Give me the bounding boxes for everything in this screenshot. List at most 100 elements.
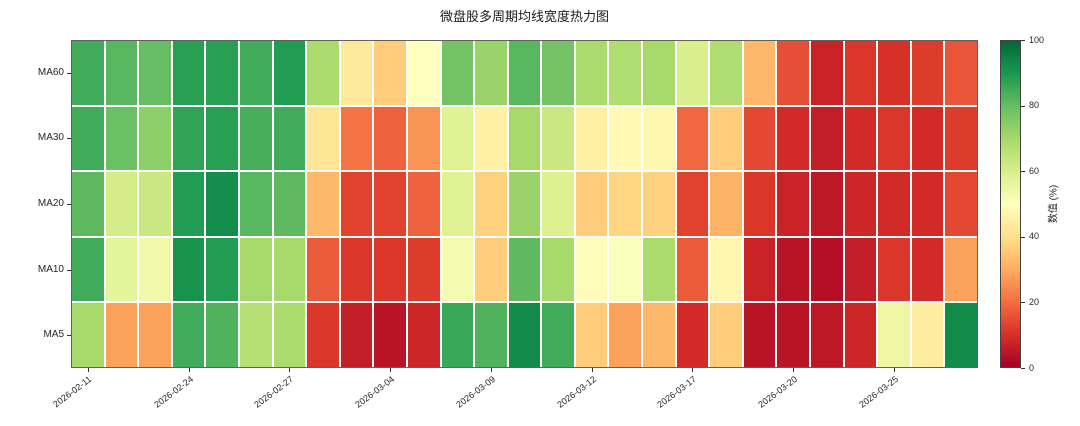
heatmap-cell [643,303,675,367]
x-tick-mark [88,368,89,372]
heatmap-cell [206,41,238,105]
heatmap-cell [878,237,910,302]
heatmap-cell [844,172,877,236]
heatmap-cell [172,106,205,171]
heatmap-cell [105,237,138,302]
heatmap-cell [307,41,339,105]
colorbar-tick-label: 0 [1029,362,1035,373]
heatmap-cell [643,106,675,171]
heatmap-cell [609,172,642,236]
heatmap-cell [441,172,474,236]
heatmap-cell [340,237,373,302]
heatmap-cell [743,172,776,236]
heatmap-cell [72,237,104,302]
heatmap-cell [643,172,675,236]
heatmap-cell [475,106,507,171]
y-tick-mark [67,73,71,74]
x-tick-label: 2026-03-25 [857,374,901,410]
heatmap-cell [676,237,709,302]
heatmap-cell [844,41,877,105]
y-tick-label: MA20 [37,198,64,209]
heatmap-cell [239,303,272,367]
heatmap-cell [777,237,810,302]
heatmap-cell [139,106,171,171]
x-tick-mark [491,368,492,372]
heatmap-cell [609,41,642,105]
heatmap-cell [374,303,406,367]
heatmap-cell [743,303,776,367]
heatmap-cell [911,172,944,236]
heatmap-cell [239,41,272,105]
heatmap-cell [508,41,541,105]
heatmap-cell [172,41,205,105]
heatmap-cell [777,41,810,105]
heatmap-cell [542,172,574,236]
heatmap-cell [307,172,339,236]
heatmap-cell [475,237,507,302]
heatmap-cell [206,303,238,367]
heatmap-cell [911,303,944,367]
heatmap-cell [777,303,810,367]
heatmap-cell [710,303,742,367]
colorbar-tick-label: 40 [1029,231,1040,242]
heatmap-cell [945,106,977,171]
heatmap-cell [340,41,373,105]
heatmap-cell [72,106,104,171]
heatmap-cell [743,237,776,302]
y-tick-label: MA10 [37,263,64,275]
x-tick-label: 2026-02-24 [151,374,195,410]
heatmap-cell [575,41,608,105]
x-tick-label: 2026-03-04 [353,374,397,410]
heatmap-cell [307,106,339,171]
heatmap-cell [676,106,709,171]
heatmap-cell [676,303,709,367]
heatmap-cell [374,106,406,171]
heatmap-cell [407,303,440,367]
heatmap-cell [139,237,171,302]
y-tick-mark [67,335,71,336]
heatmap-cell [508,303,541,367]
heatmap-cell [575,237,608,302]
heatmap-cell [676,41,709,105]
heatmap-cell [811,41,843,105]
y-tick-mark [67,138,71,139]
heatmap-cell [374,41,406,105]
heatmap-cell [407,172,440,236]
heatmap-cell [575,172,608,236]
heatmap-cell [475,41,507,105]
heatmap-cell [340,172,373,236]
x-tick-mark [894,368,895,372]
heatmap-cell [575,106,608,171]
x-tick-label: 2026-03-09 [454,374,497,410]
heatmap-cell [340,106,373,171]
heatmap-cell [105,172,138,236]
heatmap-cell [945,172,977,236]
heatmap-cell [273,172,306,236]
heatmap-cell [844,237,877,302]
x-tick-mark [592,368,593,372]
heatmap-cell [72,41,104,105]
heatmap-cell [172,303,205,367]
heatmap-cell [273,106,306,171]
heatmap-cell [475,172,507,236]
heatmap-cell [945,237,977,302]
heatmap-cell [508,106,541,171]
heatmap-cell [811,106,843,171]
colorbar [1000,40,1021,368]
x-tick-label: 2026-02-27 [252,374,296,410]
heatmap-cell [844,303,877,367]
x-tick-label: 2026-03-20 [756,374,800,410]
heatmap-cell [340,303,373,367]
heatmap-plot [71,40,978,368]
heatmap-cell [508,172,541,236]
heatmap-cell [609,303,642,367]
colorbar-tick-label: 60 [1029,165,1040,176]
heatmap-cell [777,172,810,236]
colorbar-tick-mark [1021,237,1025,238]
colorbar-tick-mark [1021,302,1025,303]
heatmap-cell [542,237,574,302]
heatmap-cell [105,106,138,171]
x-tick-label: 2026-03-12 [554,374,598,410]
heatmap-cell [508,237,541,302]
heatmap-cell [139,41,171,105]
